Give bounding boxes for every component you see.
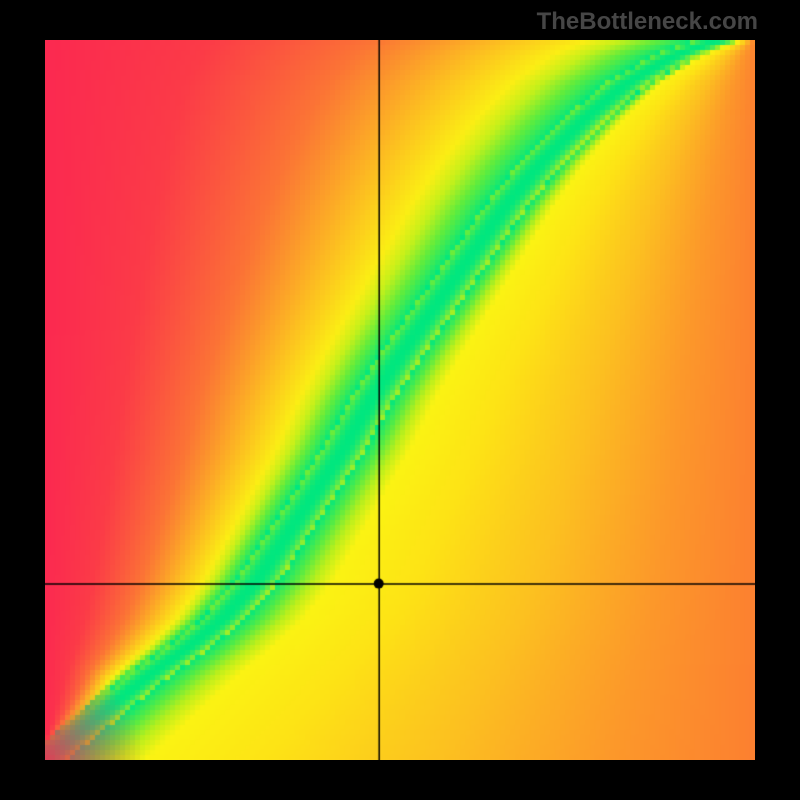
crosshair-overlay (45, 40, 755, 760)
watermark-text: TheBottleneck.com (537, 8, 758, 36)
